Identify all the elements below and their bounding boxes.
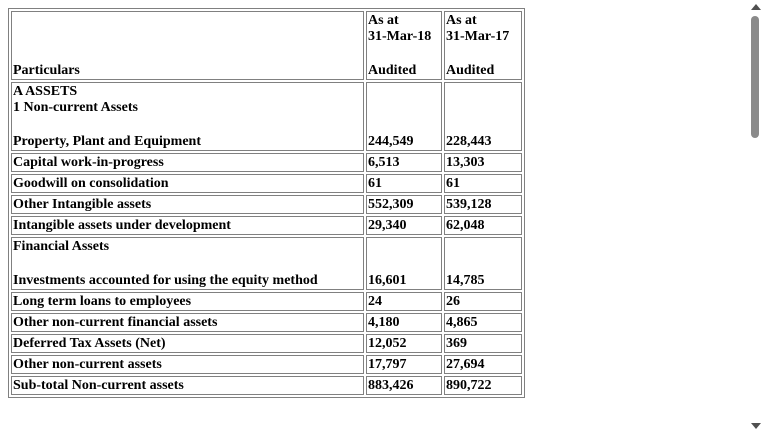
particulars-header: Particulars	[13, 63, 80, 78]
row-value-2018: 61	[366, 174, 442, 193]
col2-header-line1: As at	[446, 13, 477, 28]
arrow-down-icon	[750, 423, 761, 429]
col2-header-cell: As at 31-Mar-17 Audited	[444, 11, 522, 80]
row-label: Intangible assets under development	[11, 216, 364, 235]
row-label-cell: A ASSETS 1 Non-current Assets Property, …	[11, 82, 364, 151]
col1-header-line1: As at	[368, 13, 399, 28]
row-value-2017: 890,722	[444, 376, 522, 395]
col2-header-status: Audited	[446, 63, 495, 78]
row-value-2017: 228,443	[444, 82, 522, 151]
row-value-2018: 29,340	[366, 216, 442, 235]
row-label: Sub-total Non-current assets	[11, 376, 364, 395]
table-row: A ASSETS 1 Non-current Assets Property, …	[11, 82, 522, 151]
arrow-up-icon	[750, 4, 761, 10]
financial-assets-heading: Financial Assets	[13, 239, 110, 254]
scroll-up-button[interactable]	[747, 0, 764, 14]
col1-header-date: 31-Mar-18	[368, 29, 432, 44]
row-value-2018: 17,797	[366, 355, 442, 374]
subsection-heading: 1 Non-current Assets	[13, 100, 138, 115]
financial-statement-table: Particulars As at 31-Mar-18 Audited As a…	[8, 8, 525, 398]
row-value-2018: 244,549	[366, 82, 442, 151]
table-row: Long term loans to employees 24 26	[11, 292, 522, 311]
row-value-2018: 12,052	[366, 334, 442, 353]
row-label-cell: Financial Assets Investments accounted f…	[11, 237, 364, 290]
subtotal-row: Sub-total Non-current assets 883,426 890…	[11, 376, 522, 395]
row-value-2018: 6,513	[366, 153, 442, 172]
row-label: Other non-current financial assets	[11, 313, 364, 332]
col1-header-status: Audited	[368, 63, 417, 78]
row-value-2017: 26	[444, 292, 522, 311]
row-label: Property, Plant and Equipment	[13, 134, 201, 149]
row-value-2018: 4,180	[366, 313, 442, 332]
scrollbar-thumb[interactable]	[751, 16, 759, 138]
vertical-scrollbar[interactable]	[747, 0, 764, 433]
table-row: Other non-current assets 17,797 27,694	[11, 355, 522, 374]
row-value-2017: 369	[444, 334, 522, 353]
table-row: Capital work-in-progress 6,513 13,303	[11, 153, 522, 172]
row-label: Capital work-in-progress	[11, 153, 364, 172]
scroll-down-button[interactable]	[747, 419, 764, 433]
row-value-2017: 13,303	[444, 153, 522, 172]
row-label: Investments accounted for using the equi…	[13, 273, 318, 288]
row-value-2018: 16,601	[366, 237, 442, 290]
row-label: Other non-current assets	[11, 355, 364, 374]
row-value-2017: 27,694	[444, 355, 522, 374]
row-label: Other Intangible assets	[11, 195, 364, 214]
table-row: Other Intangible assets 552,309 539,128	[11, 195, 522, 214]
section-spacer	[13, 255, 362, 273]
table-row: Financial Assets Investments accounted f…	[11, 237, 522, 290]
row-value-2017: 14,785	[444, 237, 522, 290]
table-row: Goodwill on consolidation 61 61	[11, 174, 522, 193]
row-value-2017: 4,865	[444, 313, 522, 332]
row-value-2017: 61	[444, 174, 522, 193]
row-value-2018: 24	[366, 292, 442, 311]
row-label: Long term loans to employees	[11, 292, 364, 311]
row-value-2017: 539,128	[444, 195, 522, 214]
table-row: Intangible assets under development 29,3…	[11, 216, 522, 235]
row-label: Deferred Tax Assets (Net)	[11, 334, 364, 353]
section-spacer	[13, 116, 362, 134]
row-label: Goodwill on consolidation	[11, 174, 364, 193]
row-value-2018: 552,309	[366, 195, 442, 214]
table-row: Other non-current financial assets 4,180…	[11, 313, 522, 332]
row-value-2017: 62,048	[444, 216, 522, 235]
section-heading: A ASSETS	[13, 84, 78, 99]
header-row: Particulars As at 31-Mar-18 Audited As a…	[11, 11, 522, 80]
table-row: Deferred Tax Assets (Net) 12,052 369	[11, 334, 522, 353]
particulars-header-cell: Particulars	[11, 11, 364, 80]
header-spacer	[446, 45, 520, 63]
col1-header-cell: As at 31-Mar-18 Audited	[366, 11, 442, 80]
col2-header-date: 31-Mar-17	[446, 29, 510, 44]
header-spacer	[368, 45, 440, 63]
row-value-2018: 883,426	[366, 376, 442, 395]
